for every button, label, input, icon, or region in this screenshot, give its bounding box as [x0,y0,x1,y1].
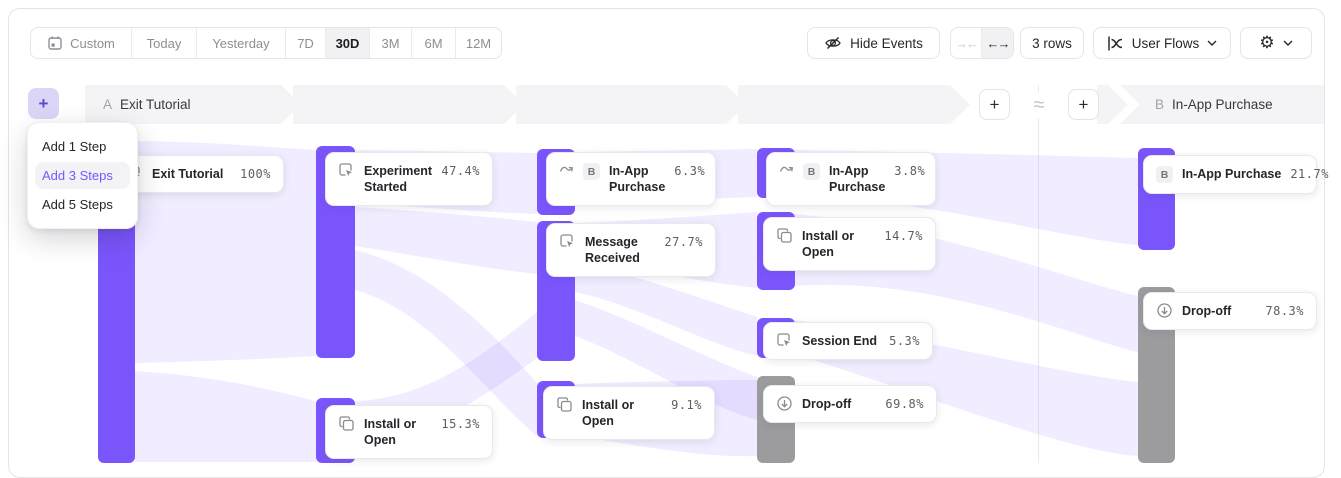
node-install-or-open-15[interactable]: Install or Open 15.3% [325,405,493,459]
step-a-letter: A [103,97,113,112]
step-header-band [85,85,1324,124]
add-step-after-button[interactable]: + [979,89,1010,120]
add-step-before-goal-button[interactable]: + [1068,89,1099,120]
install-open-icon [777,228,792,243]
add-step-button[interactable]: + [28,88,59,119]
install-open-icon [557,397,572,412]
chevron-down-icon [1207,40,1217,46]
gear-icon: ⚙ [1259,32,1275,53]
step-b-header[interactable]: B In-App Purchase [1155,85,1273,124]
step-a-label: Exit Tutorial [120,97,191,112]
node-dropoff-69[interactable]: Drop-off 69.8% [763,385,937,423]
expand-arrows-icon[interactable]: ←→ [982,28,1013,58]
step-b-letter: B [1155,97,1165,112]
node-message-received[interactable]: Message Received 27.7% [546,223,716,277]
goal-flow-arrow-icon [779,166,794,172]
node-session-end[interactable]: Session End 5.3% [763,322,933,360]
date-range-yesterday[interactable]: Yesterday [197,28,286,58]
node-experiment-started[interactable]: Experiment Started 47.4% [325,152,493,206]
calendar-icon [48,36,62,50]
add-step-menu: Add 1 Step Add 3 Steps Add 5 Steps [27,122,138,229]
flow-width-toggle: →← ←→ [950,27,1014,59]
date-range-7d[interactable]: 7D [286,28,326,58]
chart-type-dropdown[interactable]: User Flows [1093,27,1231,59]
dropoff-arrow-icon [1157,303,1172,318]
date-range-3m[interactable]: 3M [370,28,412,58]
eye-off-icon [825,36,841,50]
date-range-6m[interactable]: 6M [412,28,456,58]
install-open-icon [339,416,354,431]
hide-events-label: Hide Events [850,35,923,51]
node-install-or-open-9[interactable]: Install or Open 9.1% [543,386,715,440]
section-divider [1038,85,1039,463]
step-b-badge: B [803,163,820,180]
date-range-control: Custom Today Yesterday 7D 30D 3M 6M 12M [30,27,502,59]
menu-item-add-1-step[interactable]: Add 1 Step [42,139,107,154]
chevron-down-icon [1283,40,1293,46]
step-a-header[interactable]: A Exit Tutorial [103,85,191,124]
flows-chart-icon [1107,36,1122,50]
node-in-app-purchase-3[interactable]: B In-App Purchase 3.8% [766,152,936,206]
node-in-app-purchase-21[interactable]: B In-App Purchase 21.7% [1143,155,1328,194]
node-dropoff-78[interactable]: Drop-off 78.3% [1143,292,1317,330]
menu-item-add-5-steps[interactable]: Add 5 Steps [42,197,113,212]
node-exit-tutorial[interactable]: Exit Tutorial 100% [113,155,284,193]
date-range-30d[interactable]: 30D [326,28,370,58]
rows-button[interactable]: 3 rows [1020,27,1084,59]
step-b-badge: B [1156,166,1173,183]
node-in-app-purchase-6[interactable]: B In-App Purchase 6.3% [546,152,716,206]
dropoff-arrow-icon [777,396,792,411]
step-b-label: In-App Purchase [1172,97,1273,112]
collapse-arrows-icon[interactable]: →← [951,28,982,58]
date-range-custom-label: Custom [70,35,115,51]
cursor-click-icon [339,163,352,176]
approx-symbol: ≈ [1026,92,1052,118]
date-range-12m[interactable]: 12M [465,35,492,51]
date-range-custom[interactable]: Custom [31,28,132,58]
cursor-click-icon [560,234,573,247]
cursor-click-icon [777,333,790,346]
goal-flow-arrow-icon [559,166,574,172]
rows-label: 3 rows [1032,35,1072,51]
chart-type-label: User Flows [1131,35,1200,51]
menu-item-add-3-steps[interactable]: Add 3 Steps [35,162,130,189]
hide-events-button[interactable]: Hide Events [807,27,940,59]
step-b-badge: B [583,163,600,180]
node-install-or-open-14[interactable]: Install or Open 14.7% [763,217,936,271]
date-range-today[interactable]: Today [132,28,197,58]
settings-dropdown[interactable]: ⚙ [1240,27,1312,59]
